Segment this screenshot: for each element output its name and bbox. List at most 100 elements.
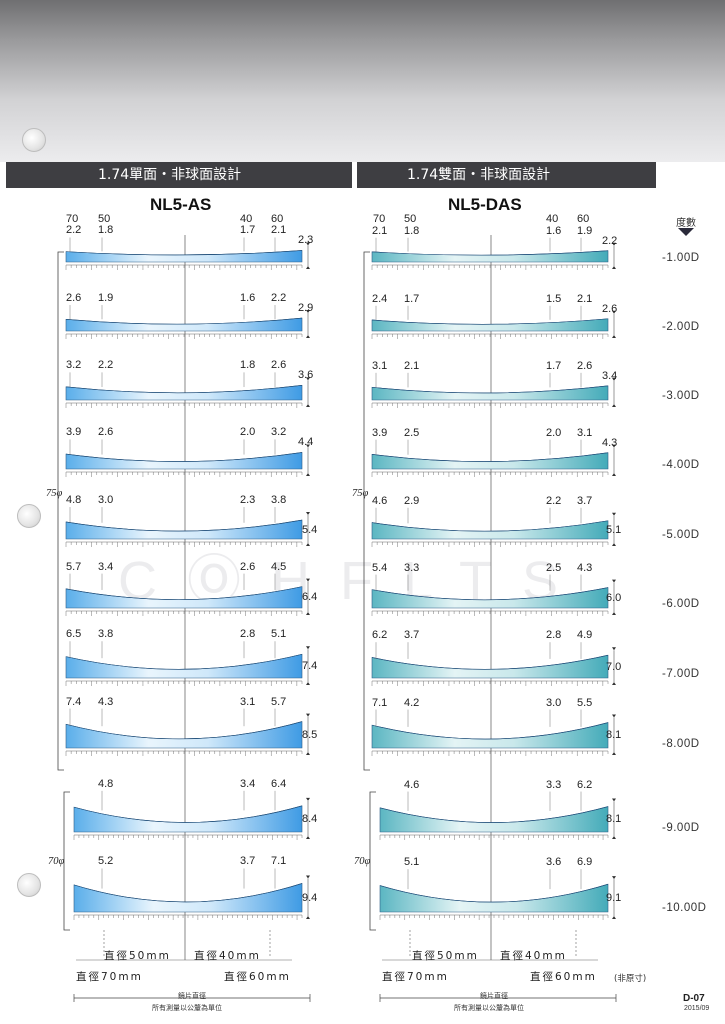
right-lens-6-thickness-4: 4.3	[577, 561, 593, 574]
left-lens-5-thickness-1: 4.8	[66, 494, 82, 507]
left-lens-1-thickness-2: 1.8	[98, 224, 114, 237]
right-unit-note: 所有測量以公釐為單位	[454, 1004, 524, 1012]
left-lens-1-thickness-1: 2.2	[66, 224, 82, 237]
left-lens-9-edge-thickness: 8.4	[302, 812, 318, 825]
right-lens-4	[371, 452, 609, 470]
right-edge-arrow-bottom-5	[612, 543, 616, 546]
left-lens-7-front-curve	[65, 653, 303, 670]
left-edge-arrow-top-10	[306, 875, 310, 879]
left-lens-3-front-curve	[65, 385, 303, 394]
left-bracket-70	[63, 791, 70, 931]
right-lens-7-thickness-3: 2.8	[546, 629, 562, 642]
right-edge-arrow-top-4	[612, 444, 616, 448]
left-model-name: NL5-AS	[150, 195, 212, 214]
left-lens-1	[65, 250, 303, 263]
left-lens-4-thickness-1: 3.9	[66, 426, 82, 439]
left-lens-5-thickness-3: 2.3	[240, 494, 256, 507]
power-label-3: -3.00D	[662, 390, 700, 402]
power-label-2: -2.00D	[662, 321, 700, 333]
right-edge-arrow-bottom-7	[612, 682, 616, 685]
left-lens-1-edge-thickness: 2.3	[298, 234, 314, 247]
right-lens-10-front-curve	[379, 883, 609, 903]
left-lens-6	[65, 586, 303, 609]
right-edge-arrow-top-3	[612, 377, 616, 381]
diameter-70-label: 直徑70mm	[76, 971, 143, 983]
right-lens-7-edge-thickness: 7.0	[606, 660, 622, 673]
right-edge-arrow-bottom-10	[612, 916, 616, 919]
right-lens-5-thickness-1: 4.6	[372, 494, 388, 507]
right-lens-8-thickness-4: 5.5	[577, 696, 593, 709]
left-lens-7-thickness-4: 5.1	[271, 628, 287, 641]
right-lens-8-edge-thickness: 8.1	[606, 729, 622, 742]
right-lens-1-thickness-3: 1.6	[546, 224, 562, 237]
right-lens-6-thickness-1: 5.4	[372, 561, 388, 574]
left-edge-arrow-bottom-1	[306, 266, 310, 269]
right-lens-1	[371, 250, 609, 263]
left-lens-3-thickness-1: 3.2	[66, 359, 82, 372]
right-lens-10-thickness-3: 3.6	[546, 856, 562, 869]
right-lens-9-front-curve	[379, 806, 609, 823]
right-lens-9-thickness-3: 3.3	[546, 778, 562, 791]
right-lens-5-thickness-4: 3.7	[577, 494, 593, 507]
left-lens-5-thickness-2: 3.0	[98, 494, 114, 507]
power-label-1: -1.00D	[662, 252, 700, 264]
right-lens-1-front-curve	[371, 250, 609, 256]
right-lens-4-thickness-2: 2.5	[404, 426, 420, 439]
right-edge-arrow-bottom-6	[612, 612, 616, 615]
left-lens-10-front-curve	[73, 883, 303, 903]
right-lens-2-thickness-2: 1.7	[404, 292, 420, 305]
right-edge-arrow-bottom-4	[612, 473, 616, 476]
left-lens-10-thickness-3: 3.7	[240, 855, 256, 868]
binder-hole-bottom	[17, 873, 41, 897]
left-lens-4-thickness-3: 2.0	[240, 426, 256, 439]
right-lens-7	[371, 654, 609, 679]
right-model-name: NL5-DAS	[448, 195, 522, 214]
left-lens-8-thickness-4: 5.7	[271, 695, 287, 708]
power-label-8: -8.00D	[662, 738, 700, 750]
left-lens-4-thickness-2: 2.6	[98, 426, 114, 439]
left-edge-arrow-top-4	[306, 444, 310, 448]
left-lens-5	[65, 519, 303, 540]
right-lens-4-thickness-1: 3.9	[372, 426, 388, 439]
left-edge-arrow-top-9	[306, 797, 310, 801]
right-lens-6-front-curve	[371, 587, 609, 601]
right-lens-10	[379, 883, 609, 913]
right-lens-2-edge-thickness: 2.6	[602, 302, 618, 315]
left-lens-9	[73, 805, 303, 833]
left-edge-arrow-bottom-6	[306, 612, 310, 615]
left-lens-6-thickness-4: 4.5	[271, 560, 287, 573]
left-lens-10-edge-thickness: 9.4	[302, 891, 318, 904]
left-section-title: 1.74單面・非球面設計	[98, 167, 242, 183]
right-diam-label-60: 60	[577, 213, 590, 225]
left-lens-7	[65, 653, 303, 679]
left-edge-arrow-top-3	[306, 377, 310, 381]
right-lens-7-thickness-1: 6.2	[372, 629, 388, 642]
left-lens-5-front-curve	[65, 519, 303, 532]
left-lens-5-thickness-4: 3.8	[271, 494, 287, 507]
right-lens-5-thickness-2: 2.9	[404, 494, 420, 507]
right-diameter-70-label: 直徑70mm	[382, 971, 449, 983]
left-lens-9-thickness-3: 3.4	[240, 777, 256, 790]
left-unit-note: 所有測量以公釐為單位	[152, 1004, 222, 1012]
right-bracket-label-70: 70φ	[354, 856, 371, 867]
right-edge-arrow-top-2	[612, 310, 616, 314]
right-diam-label-50: 50	[404, 213, 417, 225]
power-label-7: -7.00D	[662, 668, 700, 680]
right-lens-9-edge-thickness: 8.1	[606, 813, 622, 826]
right-lens-7-thickness-4: 4.9	[577, 629, 593, 642]
left-lens-3-edge-thickness: 3.6	[298, 369, 314, 382]
left-diam-label-50: 50	[98, 213, 111, 225]
right-lens-7-thickness-2: 3.7	[404, 629, 420, 642]
left-lens-2-thickness-1: 2.6	[66, 292, 82, 305]
right-edge-arrow-top-7	[612, 647, 616, 651]
left-lens-6-thickness-3: 2.6	[240, 560, 256, 573]
right-lens-3-edge-thickness: 3.4	[602, 369, 618, 382]
right-lens-5-front-curve	[371, 520, 609, 532]
left-lens-6-front-curve	[65, 586, 303, 600]
right-lens-8	[371, 722, 609, 749]
left-edge-arrow-bottom-5	[306, 543, 310, 546]
left-edge-arrow-bottom-4	[306, 473, 310, 476]
left-lens-3-thickness-3: 1.8	[240, 359, 256, 372]
right-edge-arrow-bottom-8	[612, 752, 616, 755]
left-lens-2-thickness-4: 2.2	[271, 292, 287, 305]
